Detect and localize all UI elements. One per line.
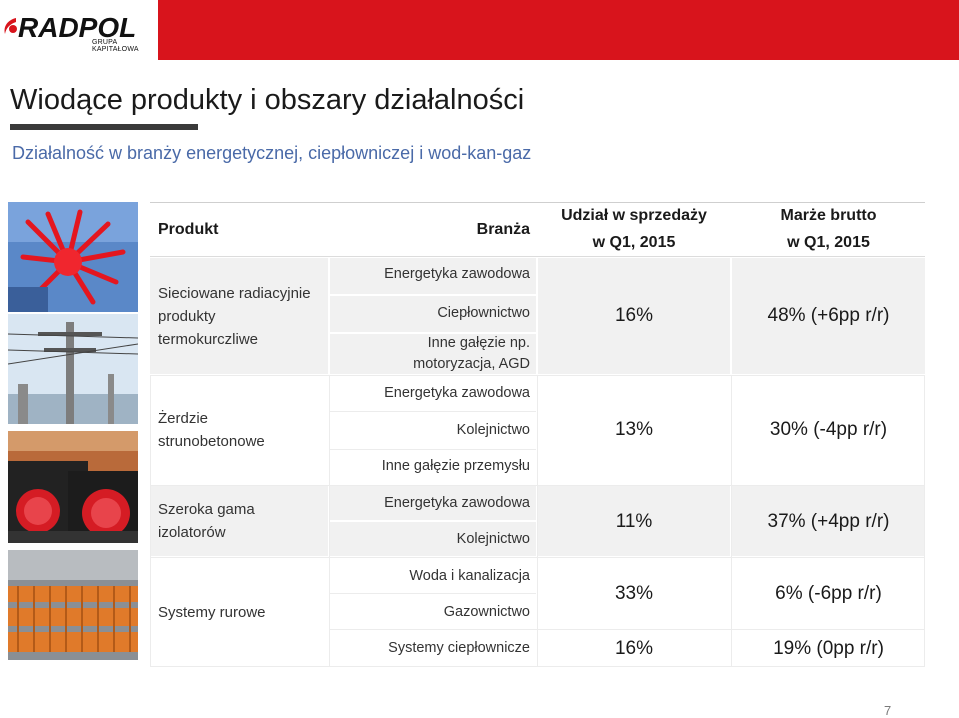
row4-branza-1: Woda i kanalizacja [409,568,530,584]
row2-branza-3: Inne gałęzie przemysłu [381,458,530,474]
radiation-crosslinked-product-photo [8,202,138,312]
header-margin-line2: w Q1, 2015 [787,234,870,251]
page-number: 7 [884,703,892,718]
row-rule [150,375,925,376]
logo-swoosh-icon [4,18,17,34]
table-bottom-rule [150,666,925,667]
row1-branza-2: Ciepłownictwo [437,305,530,321]
pipe-systems-photo [8,550,138,660]
row3-branza-cell-2 [330,522,536,556]
product-line: Systemy rurowe [158,604,266,621]
row4-branza-3: Systemy ciepłownicze [388,640,530,656]
row2-margin: 30% (-4pp r/r) [769,419,888,440]
concrete-pole-photo [8,314,138,424]
row2-share: 13% [614,419,654,440]
row1-product-name: Sieciowane radiacyjnie produkty termokur… [158,282,311,351]
header-bar: RADPOL GRUPA KAPITAŁOWA [0,0,959,62]
row1-margin-cell [732,258,925,374]
col-rule [924,376,925,666]
row2-product-name: Żerdzie strunobetonowe [158,407,265,453]
row3-product-name: Szeroka gama izolatorów [158,498,255,544]
header-product: Produkt [158,221,219,238]
header-margin-line1: Marże brutto [780,207,877,224]
row4-product-cell [150,558,328,666]
row1-branza-cell-3 [330,334,536,374]
row1-margin: 48% (+6pp r/r) [767,305,890,326]
row4-share-cell-2 [538,630,730,666]
row2-branza-1: Energetyka zawodowa [384,385,530,401]
radpol-logo: RADPOL GRUPA KAPITAŁOWA [4,10,154,53]
product-line: strunobetonowe [158,433,265,450]
row4-margin-cell-2 [732,630,925,666]
row-rule [330,411,536,412]
row1-branza-1: Energetyka zawodowa [384,266,530,282]
logo-text: RADPOL [18,12,137,43]
row4-margin-cell-1 [732,558,925,628]
page-title: Wiodące produkty i obszary działalności [10,84,525,116]
row2-branza-cell-1 [330,376,536,410]
row1-branza-4: motoryzacja, AGD [413,356,530,372]
row1-product-cell [150,258,328,374]
row1-share: 16% [614,305,654,326]
page-subtitle: Działalność w branży energetycznej, ciep… [12,143,532,163]
row3-margin-cell [732,486,925,556]
row2-product-cell [150,376,328,484]
row4-branza-2: Gazownictwo [443,604,530,620]
product-line: Szeroka gama [158,501,255,518]
col-rule [537,376,538,666]
row3-margin: 37% (+4pp r/r) [767,511,890,532]
row3-share: 11% [615,511,653,532]
row-rule [330,593,536,594]
product-line: Żerdzie [158,410,209,427]
row4-margin-2: 19% (0pp r/r) [773,638,884,659]
row4-branza-cell-1 [330,558,536,592]
row4-branza-cell-3 [330,630,536,666]
product-line: termokurczliwe [158,331,259,348]
row2-branza-cell-3 [330,450,536,484]
col-rule [329,376,330,666]
header-branza: Branża [476,221,530,238]
header-share-line1: Udział w sprzedaży [561,207,707,224]
row1-share-cell [538,258,730,374]
product-line: Sieciowane radiacyjnie [158,285,311,302]
header-bottom-rule [150,256,925,257]
header-red-band [158,0,959,60]
row4-share-cell-1 [538,558,730,628]
row-rule [330,629,925,630]
row2-margin-cell [732,376,925,484]
row4-margin-1: 6% (-6pp r/r) [775,583,882,604]
title-underline [10,124,198,130]
row3-branza-1: Energetyka zawodowa [384,495,530,511]
row3-branza-2: Kolejnictwo [456,531,530,547]
row3-branza-cell-1 [330,486,536,520]
row2-branza-cell-2 [330,412,536,448]
row2-share-cell [538,376,730,484]
row4-product-name: Systemy rurowe [158,601,266,624]
table-top-rule [150,202,925,203]
col-rule [150,376,151,666]
logo-subtext: GRUPA KAPITAŁOWA [92,39,139,53]
row1-branza-cell-2 [330,296,536,332]
row3-product-cell [150,486,328,556]
row1-branza-cell-1 [330,258,536,294]
row4-share-2: 16% [614,638,654,659]
product-line: produkty [158,308,216,325]
row1-branza-3: Inne gałęzie np. [427,335,530,351]
row3-share-cell [538,486,730,556]
row2-branza-2: Kolejnictwo [456,422,530,438]
row4-branza-cell-2 [330,594,536,628]
row-rule [330,449,536,450]
insulator-photo [8,431,138,543]
row4-share-1: 33% [614,583,654,604]
product-line: izolatorów [158,524,226,541]
header-share-line2: w Q1, 2015 [592,234,676,251]
col-rule [731,376,732,666]
